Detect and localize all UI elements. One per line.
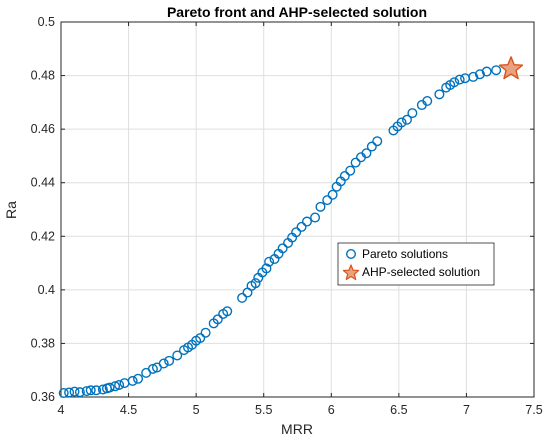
y-tick-label: 0.38 [31, 336, 55, 350]
pareto-point [372, 136, 383, 147]
pareto-point [69, 386, 80, 397]
legend-marker-pareto [346, 248, 357, 259]
pareto-point [195, 333, 206, 344]
y-tick-label: 0.44 [31, 176, 55, 190]
pareto-point [200, 327, 211, 338]
pareto-point [277, 243, 288, 254]
pareto-point [74, 387, 85, 398]
pareto-point [164, 355, 175, 366]
plot-area-frame [60, 21, 535, 398]
y-axis-label: Ra [3, 201, 19, 219]
x-axis-label: MRR [281, 421, 313, 437]
pareto-point [222, 306, 233, 317]
pareto-point [310, 212, 321, 223]
pareto-point [104, 382, 115, 393]
x-tick-label: 6 [328, 403, 335, 417]
legend: Pareto solutions AHP-selected solution [337, 242, 495, 286]
x-tick-label: 5 [193, 403, 200, 417]
y-tick-label: 0.36 [31, 390, 55, 404]
pareto-point [322, 195, 333, 206]
data-points [58, 56, 524, 398]
pareto-point [264, 256, 275, 267]
x-tick-label: 4.5 [120, 403, 137, 417]
pareto-point [361, 148, 372, 159]
pareto-point [339, 171, 350, 182]
x-tick-label: 7.5 [525, 403, 542, 417]
y-tick-label: 0.5 [38, 15, 55, 29]
pareto-point [133, 373, 144, 384]
pareto-point [481, 66, 492, 77]
legend-label-pareto: Pareto solutions [362, 247, 448, 261]
x-tick-label: 6.5 [390, 403, 407, 417]
y-tick-label: 0.48 [31, 69, 55, 83]
grid-lines [60, 21, 535, 398]
legend-label-ahp: AHP-selected solution [362, 265, 480, 279]
pareto-point [147, 363, 158, 374]
pareto-point [407, 108, 418, 119]
legend-box [337, 242, 495, 286]
pareto-point [158, 358, 169, 369]
pareto-point [261, 263, 272, 274]
pareto-point [91, 385, 102, 396]
pareto-point [350, 157, 361, 168]
y-tick-label: 0.42 [31, 229, 55, 243]
pareto-point [468, 71, 479, 82]
pareto-point [212, 314, 223, 325]
pareto-point [396, 117, 407, 128]
pareto-point [474, 69, 485, 80]
pareto-point [345, 165, 356, 176]
y-tick-label: 0.4 [38, 283, 55, 297]
pareto-point [110, 381, 121, 392]
ahp-selected-point [498, 56, 524, 80]
pareto-point [85, 385, 96, 396]
pareto-point [454, 74, 465, 85]
pareto-point [327, 189, 338, 200]
pareto-point [491, 65, 502, 76]
pareto-point [366, 141, 377, 152]
pareto-point [127, 375, 138, 386]
pareto-point [296, 221, 307, 232]
pareto-point [97, 384, 108, 395]
chart-title: Pareto front and AHP-selected solution [167, 4, 427, 20]
axis-ticks: 4 4.5 5 5.5 6 6.5 7 7.5 0.36 0.38 0.4 0.42 0.44 0.46 0… [31, 15, 543, 417]
pareto-point [250, 278, 261, 289]
pareto-point [291, 227, 302, 238]
pareto-point [81, 386, 92, 397]
pareto-point [434, 89, 445, 100]
legend-marker-ahp [342, 264, 360, 281]
pareto-point [114, 379, 125, 390]
pareto-point [301, 216, 312, 227]
pareto-point [172, 350, 183, 361]
pareto-point [422, 96, 433, 107]
y-tick-label: 0.46 [31, 122, 55, 136]
pareto-point [64, 387, 75, 398]
pareto-point [237, 292, 248, 303]
pareto-point [58, 387, 69, 398]
x-tick-label: 5.5 [255, 403, 272, 417]
pareto-point [449, 77, 460, 88]
x-tick-label: 7 [463, 403, 470, 417]
pareto-point [315, 201, 326, 212]
x-tick-label: 4 [58, 403, 65, 417]
pareto-point [401, 114, 412, 125]
